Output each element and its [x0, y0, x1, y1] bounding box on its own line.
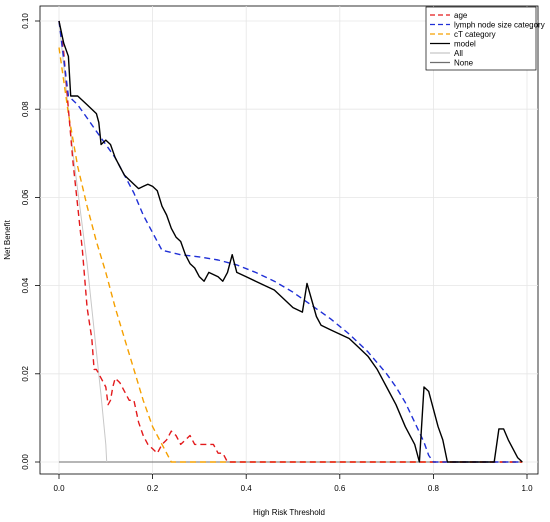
x-tick-label: 0.8 [428, 484, 440, 493]
legend-box [425, 6, 537, 71]
series-line-ct-category [58, 47, 523, 463]
legend-label: cT category [454, 30, 496, 39]
legend-label: age [454, 11, 468, 20]
y-tick-label: 0.10 [21, 13, 30, 29]
series-line-all [58, 20, 108, 463]
y-tick-label: 0.06 [21, 189, 30, 205]
y-axis-title: Net Benefit [3, 219, 12, 259]
series-line-lymph-node-size-category [58, 20, 523, 463]
y-tick-label: 0.08 [21, 101, 30, 117]
y-tick-label: 0.02 [21, 365, 30, 381]
series-line-age [58, 20, 523, 463]
x-axis-title: High Risk Threshold [253, 508, 325, 517]
x-tick-label: 1.0 [521, 484, 533, 493]
gridlines [40, 6, 538, 474]
y-tick-label: 0.04 [21, 277, 30, 293]
x-tick-label: 0.0 [53, 484, 65, 493]
legend-label: model [454, 40, 476, 49]
y-tick-label: 0.00 [21, 454, 30, 470]
legend-label: lymph node size category [454, 21, 545, 30]
x-tick-label: 0.4 [241, 484, 253, 493]
x-tick-label: 0.2 [147, 484, 159, 493]
axis-ticks: 0.0 0.2 0.4 0.6 0.8 1.0 0.00 0.02 0.04 0.06 0.08 0.… [21, 13, 533, 493]
series-line-model [58, 20, 523, 463]
legend-label: None [454, 59, 474, 68]
plot-frame [39, 5, 539, 475]
series-lines [58, 20, 523, 463]
x-tick-label: 0.6 [334, 484, 346, 493]
legend-label: All [454, 49, 463, 58]
